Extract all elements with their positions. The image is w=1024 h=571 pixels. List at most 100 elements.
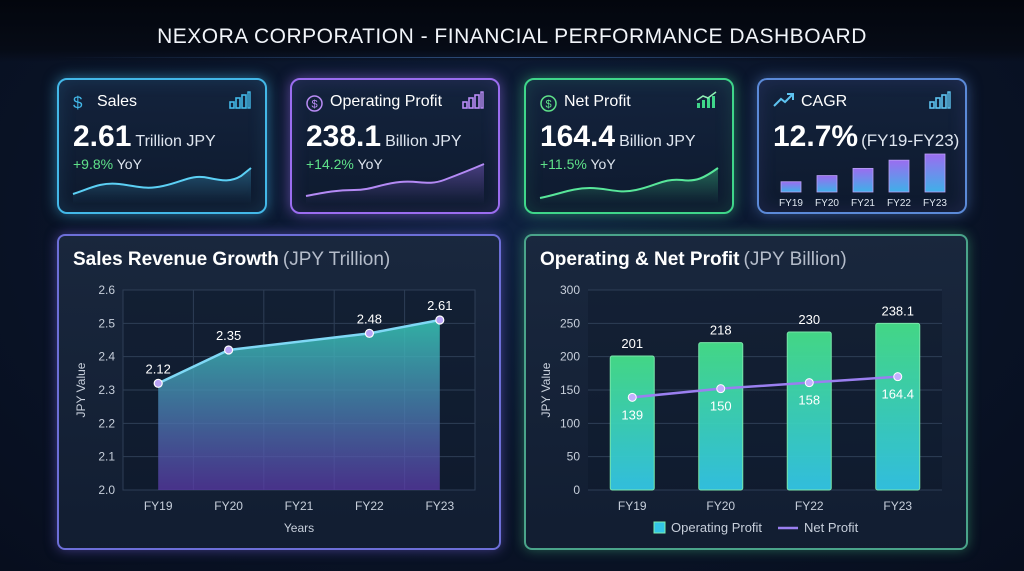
x-tick-label: FY19 <box>618 499 647 513</box>
trend-up-icon <box>773 93 794 107</box>
net-profit-point <box>716 384 726 394</box>
kpi-card-operating-profit[interactable]: $ Operating Profit 238.1 Billion JPY +14.… <box>290 78 500 214</box>
bar-operating-profit <box>698 342 744 491</box>
bar-chart-icon <box>229 91 251 109</box>
x-tick-label: FY20 <box>214 499 243 513</box>
x-tick-label: FY22 <box>795 499 824 513</box>
profit-bar-chart: 0 50 100 150 200 250 300 JPY Value FY19 FY20 FY22 F… <box>539 283 942 535</box>
y-tick-label: 2.2 <box>98 416 115 430</box>
bar-operating-profit <box>609 355 655 491</box>
y-tick-label: 2.5 <box>98 316 115 330</box>
bar-label: 230 <box>798 312 820 327</box>
net-profit-label: 164.4 <box>881 387 914 402</box>
kpi-card-cagr[interactable]: CAGR 12.7% (FY19-FY23) FY19 FY20 FY21 FY22 FY… <box>757 78 967 214</box>
data-point <box>435 315 445 325</box>
bar-operating-profit <box>875 322 921 491</box>
svg-text:$: $ <box>545 99 551 111</box>
sales-revenue-panel: Sales Revenue Growth (JPY Trillion) 2.0 2.… <box>57 234 501 550</box>
kpi-value: 2.61 Trillion JPY <box>73 120 216 153</box>
net-profit-label: 150 <box>710 399 732 414</box>
cagr-x-label: FY21 <box>851 198 875 209</box>
y-tick-label: 2.4 <box>98 350 115 364</box>
kpi-label: Sales <box>97 93 138 110</box>
page-title: NEXORA CORPORATION - FINANCIAL PERFORMAN… <box>157 25 867 48</box>
chart-title: Sales Revenue Growth (JPY Trillion) <box>73 249 391 270</box>
x-axis-label: Years <box>284 521 314 535</box>
kpi-label: Operating Profit <box>330 93 443 110</box>
sparkline <box>539 167 719 204</box>
y-tick-label: 2.3 <box>98 383 115 397</box>
series-area <box>158 320 440 490</box>
bar-chart-icon <box>929 91 951 109</box>
kpi-label: Net Profit <box>564 93 631 110</box>
y-axis-label: JPY Value <box>539 362 553 417</box>
sparkline <box>72 167 252 204</box>
x-tick-label: FY23 <box>883 499 912 513</box>
coin-icon: $ <box>540 95 557 112</box>
data-label: 2.35 <box>216 328 241 343</box>
cagr-x-label: FY20 <box>815 198 839 209</box>
cagr-x-label: FY23 <box>923 198 947 209</box>
y-axis-label: JPY Value <box>74 362 88 417</box>
kpi-yoy: +11.5% YoY <box>540 156 616 172</box>
sparkline <box>305 163 485 204</box>
y-tick-label: 2.1 <box>98 450 115 464</box>
title-bar <box>0 0 1024 62</box>
chart-title: Operating & Net Profit (JPY Billion) <box>540 249 847 270</box>
x-tick-label: FY23 <box>425 499 454 513</box>
kpi-value: 164.4 Billion JPY <box>540 120 696 153</box>
x-tick-label: FY20 <box>706 499 735 513</box>
legend-swatch-operating-profit <box>653 521 666 534</box>
kpi-yoy: +14.2% YoY <box>306 156 383 172</box>
cagr-bar <box>816 175 838 193</box>
kpi-label: CAGR <box>801 93 848 110</box>
kpi-card-sales[interactable]: $ Sales 2.61 Trillion JPY +9.8% YoY <box>57 78 267 214</box>
bar-label: 238.1 <box>881 303 914 318</box>
cagr-bar <box>852 167 874 193</box>
y-tick-label: 200 <box>560 350 580 364</box>
cagr-x-label: FY22 <box>887 198 911 209</box>
x-tick-label: FY19 <box>144 499 173 513</box>
kpi-value: 238.1 Billion JPY <box>306 120 462 153</box>
series-line <box>157 318 441 385</box>
bar-label: 218 <box>710 323 732 338</box>
svg-text:$: $ <box>311 99 317 111</box>
kpi-yoy: +9.8% YoY <box>73 156 142 172</box>
bar-label: 201 <box>621 336 643 351</box>
title-divider <box>56 57 968 58</box>
net-profit-line <box>632 375 898 399</box>
y-tick-label: 250 <box>560 316 580 330</box>
coin-icon: $ <box>306 95 323 112</box>
cagr-mini-chart: FY19 FY20 FY21 FY22 FY23 <box>779 153 947 209</box>
y-tick-label: 150 <box>560 383 580 397</box>
legend-label-net-profit: Net Profit <box>804 520 859 535</box>
net-profit-label: 158 <box>798 393 820 408</box>
data-label: 2.48 <box>357 311 382 326</box>
sales-area-chart: 2.0 2.1 2.2 2.3 2.4 2.5 2.6 FY19 FY20 FY21 FY22 FY2… <box>74 283 476 535</box>
dollar-icon: $ <box>73 93 83 112</box>
cagr-bar <box>888 159 910 193</box>
bar-chart-icon <box>462 91 484 109</box>
data-label: 2.61 <box>427 298 452 313</box>
net-profit-point <box>893 372 903 382</box>
net-profit-label: 139 <box>621 407 643 422</box>
cagr-x-label: FY19 <box>779 198 803 209</box>
y-tick-label: 2.6 <box>98 283 115 297</box>
y-tick-label: 50 <box>567 450 581 464</box>
kpi-card-net-profit[interactable]: $ Net Profit 164.4 Billion JPY +11.5% YoY <box>524 78 734 214</box>
x-tick-label: FY22 <box>355 499 384 513</box>
bar-operating-profit <box>786 331 832 491</box>
y-tick-label: 300 <box>560 283 580 297</box>
cagr-bar <box>780 181 802 193</box>
x-tick-label: FY21 <box>285 499 314 513</box>
y-tick-label: 0 <box>573 483 580 497</box>
y-tick-label: 100 <box>560 416 580 430</box>
net-profit-point <box>627 392 637 402</box>
cagr-bar <box>924 153 946 193</box>
data-point <box>364 328 374 338</box>
kpi-value: 12.7% (FY19-FY23) <box>773 120 960 153</box>
trend-chart-icon <box>696 91 717 108</box>
profit-panel: Operating & Net Profit (JPY Billion) 0 50 1… <box>524 234 968 550</box>
legend-label-operating-profit: Operating Profit <box>671 520 762 535</box>
data-point <box>153 378 163 388</box>
